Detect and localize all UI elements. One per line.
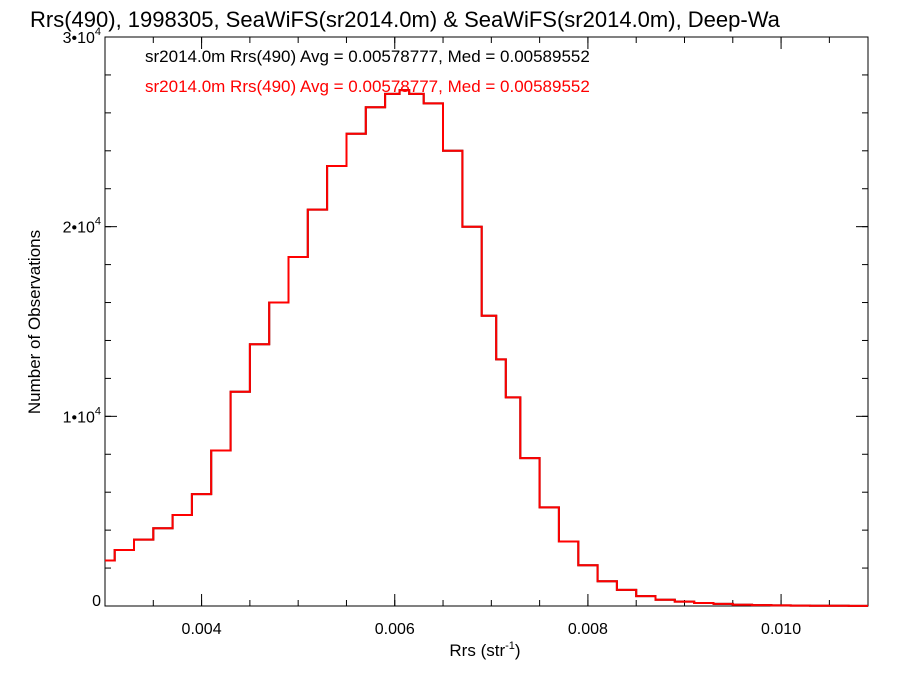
x-tick-label: 0.010 (761, 621, 801, 638)
chart-title: Rrs(490), 1998305, SeaWiFS(sr2014.0m) & … (30, 7, 781, 32)
y-tick-label: 3•104 (63, 26, 101, 47)
x-tick-label: 0.008 (568, 621, 608, 638)
legend: sr2014.0m Rrs(490) Avg = 0.00578777, Med… (145, 47, 590, 96)
x-axis-label: Rrs (str-1) (449, 640, 520, 660)
plot-frame (104, 36, 869, 607)
legend-entry-1: sr2014.0m Rrs(490) Avg = 0.00578777, Med… (145, 77, 590, 96)
plot-area: 0 1•104 2•104 3•104 0.004 0.006 0.008 0.010 (63, 26, 869, 638)
x-axis: 0.004 0.006 0.008 0.010 (182, 37, 801, 638)
y-axis-label: Number of Observations (25, 230, 44, 414)
series-layer (105, 89, 868, 607)
series-line-0 (105, 89, 868, 607)
x-axis-label-sup: -1 (505, 640, 515, 652)
y-tick-label: 1•104 (63, 405, 101, 426)
y-axis: 0 1•104 2•104 3•104 (63, 26, 868, 610)
legend-entry-0: sr2014.0m Rrs(490) Avg = 0.00578777, Med… (145, 47, 590, 66)
x-axis-label-main: Rrs (str (449, 641, 505, 660)
x-axis-label-suffix: ) (515, 641, 521, 660)
y-tick-label: 0 (92, 593, 101, 610)
minor-ticks (104, 36, 868, 607)
x-tick-label: 0.006 (375, 621, 415, 638)
x-tick-label: 0.004 (182, 621, 222, 638)
y-tick-label: 2•104 (63, 216, 101, 237)
series-line-1 (105, 89, 868, 607)
